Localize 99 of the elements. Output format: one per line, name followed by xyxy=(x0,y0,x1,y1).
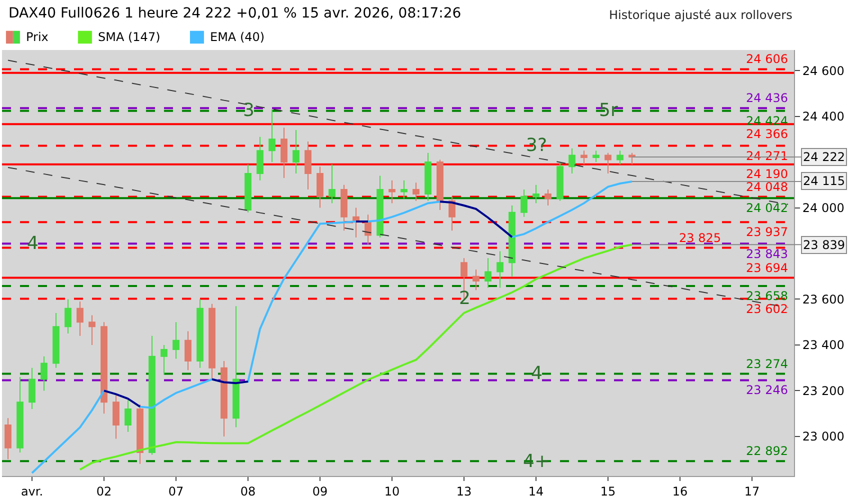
y-tick-label: 23 000 xyxy=(802,430,844,444)
candlestick xyxy=(256,136,264,181)
y-tick-label: 24 400 xyxy=(802,110,844,124)
candlestick xyxy=(472,269,480,291)
candlestick xyxy=(328,164,336,204)
ref-line-label: 23 246 xyxy=(746,383,788,397)
ref-line-label: 23 694 xyxy=(746,261,788,275)
annotation: 4 xyxy=(27,233,38,254)
x-tick-label: 02 xyxy=(96,484,112,498)
x-tick-label: 09 xyxy=(312,484,328,498)
candlestick xyxy=(112,394,120,440)
ref-line-label: 23 937 xyxy=(746,225,788,239)
candlestick xyxy=(448,196,456,232)
candlestick xyxy=(508,204,516,277)
y-tick-label: 23 200 xyxy=(802,384,844,398)
x-tick-label: 07 xyxy=(168,484,184,498)
y-tick-label: 23 600 xyxy=(802,292,844,306)
candlestick xyxy=(64,298,72,334)
candlestick xyxy=(352,207,360,238)
ref-line-label: 24 606 xyxy=(746,52,788,66)
candlestick xyxy=(184,330,192,371)
x-tick-label: 17 xyxy=(744,484,760,498)
candlestick xyxy=(88,314,96,346)
text: 24 222 xyxy=(803,150,845,164)
annotation: 3? xyxy=(526,135,548,156)
ref-line-label: 23 825 xyxy=(679,231,721,245)
candlestick xyxy=(280,127,288,179)
candlestick xyxy=(316,166,324,208)
x-tick-label: avr. xyxy=(20,484,44,498)
candlestick xyxy=(16,376,24,453)
candlestick xyxy=(496,250,504,288)
candlestick xyxy=(580,150,588,165)
x-tick-label: 15 xyxy=(600,484,616,498)
y-tick-label: 23 400 xyxy=(802,338,844,352)
candlestick xyxy=(592,150,600,163)
candlestick xyxy=(304,140,312,190)
candlestick xyxy=(4,418,12,460)
candlestick xyxy=(124,399,132,432)
annotation: 2 xyxy=(459,288,470,309)
candlestick xyxy=(100,322,108,414)
candlestick xyxy=(208,303,216,380)
ref-line-label: 23 843 xyxy=(746,247,788,261)
candlestick xyxy=(436,159,444,211)
data-label: 24 115 xyxy=(803,174,845,188)
text: Historique ajusté aux rollovers xyxy=(609,8,792,22)
ref-line-label: 23 658 xyxy=(746,289,788,303)
data-label: 23 839 xyxy=(803,238,845,252)
candlestick xyxy=(628,152,636,165)
x-tick-label: 08 xyxy=(240,484,256,498)
candlestick xyxy=(532,184,540,204)
ref-line-label: 24 366 xyxy=(746,127,788,141)
candlestick xyxy=(568,148,576,174)
legend-label: EMA (40) xyxy=(210,30,265,44)
ref-line-label: 24 436 xyxy=(746,91,788,105)
candlestick xyxy=(292,130,300,174)
annotation: 3 xyxy=(243,100,254,121)
candlestick xyxy=(424,152,432,202)
candlestick xyxy=(136,404,144,464)
candlestick xyxy=(556,162,564,202)
candlestick xyxy=(604,152,612,174)
ref-line-label: 24 048 xyxy=(746,180,788,194)
x-tick-label: 13 xyxy=(456,484,472,498)
ref-line-label: 24 042 xyxy=(746,201,788,215)
candlestick xyxy=(400,180,408,200)
candlestick xyxy=(196,298,204,368)
candlestick xyxy=(172,322,180,360)
candlestick xyxy=(484,258,492,288)
candlestick xyxy=(76,301,84,336)
x-tick-label: 14 xyxy=(528,484,544,498)
candlestick xyxy=(520,188,528,218)
candlestick xyxy=(148,335,156,456)
ref-line-label: 23 602 xyxy=(746,302,788,316)
ref-line-label: 24 190 xyxy=(746,167,788,181)
annotation: 4 xyxy=(531,363,542,384)
candlestick xyxy=(268,108,276,163)
annotation: 5r xyxy=(599,100,618,121)
candlestick xyxy=(244,164,252,213)
ref-line-label: 22 892 xyxy=(746,444,788,458)
line-series xyxy=(79,244,633,471)
candlestick xyxy=(544,188,552,206)
candlestick xyxy=(616,150,624,165)
candlestick xyxy=(340,184,348,232)
candlestick xyxy=(220,360,228,437)
chart-title: DAX40 Full0626 1 heure 24 222 +0,01 % 15 avr. 2026, 08:17:26 xyxy=(8,5,462,22)
candlestick xyxy=(376,175,384,238)
candlestick xyxy=(28,367,36,410)
candlestick xyxy=(52,312,60,368)
legend-label: Prix xyxy=(26,30,48,44)
candlestick xyxy=(160,344,168,376)
candlestick xyxy=(412,182,420,202)
x-tick-label: 16 xyxy=(672,484,688,498)
candlestick xyxy=(388,180,396,204)
candlestick xyxy=(40,356,48,392)
legend-label: SMA (147) xyxy=(98,30,160,44)
candlestick xyxy=(232,306,240,428)
y-tick-label: 24 000 xyxy=(802,200,844,215)
y-tick-label: 24 600 xyxy=(802,64,844,78)
x-tick-label: 10 xyxy=(384,484,400,498)
ref-line-label: 23 274 xyxy=(746,357,788,371)
